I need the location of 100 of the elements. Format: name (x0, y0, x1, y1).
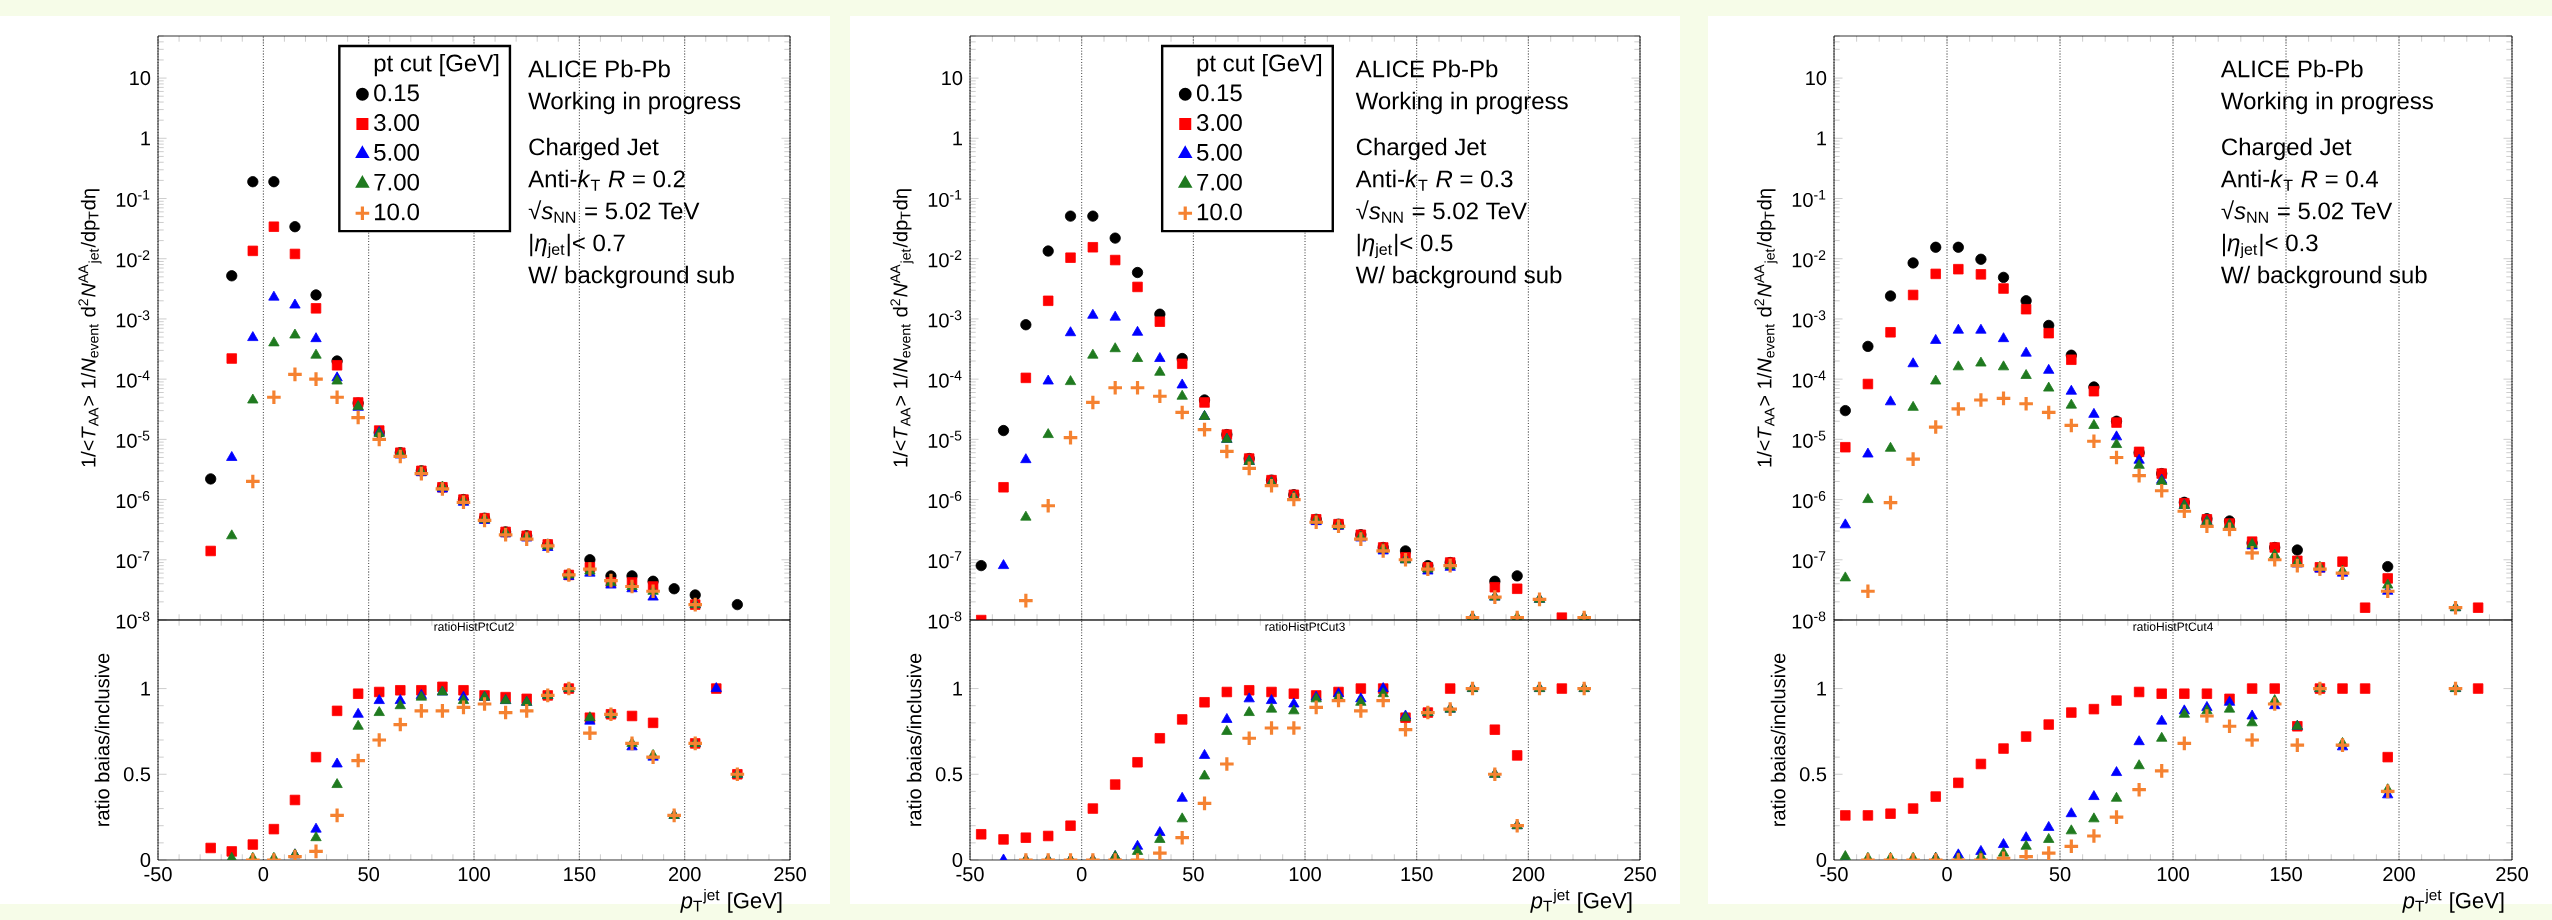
x-tick-label: 150 (564, 867, 596, 882)
y-tick-label: 0 (952, 852, 963, 868)
y-tick-label: 10$^{-6}$ (928, 490, 962, 509)
y-tick-label: 10$^{-6}$ (1792, 490, 1826, 509)
y-tick-label: 10$^{-2}$ (116, 250, 150, 268)
y-tick-label: 1 (141, 681, 150, 696)
y-tick-label: 0.5 (935, 767, 963, 782)
y-axis-title: ratio baias/inclusive (1770, 653, 1786, 826)
y-tick-label: 10$^{-4}$ (928, 370, 962, 388)
y-tick-label: 0 (140, 852, 151, 868)
annotation: ALICE Pb-Pb (1355, 59, 1498, 78)
x-tick-label: 150 (1401, 867, 1433, 882)
annotation: Working in progress (2220, 91, 2433, 115)
y-tick-label: 10$^{-4}$ (1792, 370, 1826, 388)
y-tick-label: 0.5 (123, 767, 151, 782)
chart-title: ratioHistPtCut4 (2133, 622, 2214, 631)
y-tick-label: 1 (141, 131, 150, 146)
legend-label: 7.00 (1197, 173, 1242, 191)
y-tick-label: 10$^{-1}$ (116, 189, 150, 208)
annotation: √s$_{NN}$ = 5.02 TeV (2221, 200, 2393, 223)
y-tick-label: 1 (953, 131, 962, 146)
x-tick-label: -50 (956, 867, 984, 882)
annotation: √s$_{NN}$ = 5.02 TeV (1356, 200, 1527, 223)
annotation: Anti-k$_{T}$ R = 0.4 (2220, 169, 2378, 191)
annotation: Working in progress (1355, 91, 1568, 115)
x-tick-label: 200 (669, 867, 701, 882)
x-tick-label: 200 (1512, 867, 1545, 882)
annotation: W/ background sub (1355, 265, 1562, 289)
x-tick-label: 200 (2383, 867, 2415, 882)
text: 1/<T$_{AA}$> 1/N$_{event}$ d$^{2}$N$^{AA}$$_{jet}$/dp$_{T}$dη (890, 189, 914, 467)
x-tick-label: 250 (2496, 867, 2528, 882)
chart-title: ratioHistPtCut2 (434, 622, 514, 631)
annotation: Working in progress (528, 91, 741, 115)
x-tick-label: 50 (2049, 867, 2071, 882)
y-tick-label: 0.5 (1799, 767, 1827, 782)
text: 1/<T$_{AA}$> 1/N$_{event}$ d$^{2}$N$^{AA}$$_{jet}$/dp$_{T}$dη (1754, 189, 1778, 467)
y-axis-title: ratio baias/inclusive (94, 653, 110, 826)
x-tick-label: -50 (144, 867, 172, 882)
annotation: Charged Jet (2222, 137, 2352, 161)
x-tick-label: 0 (1076, 867, 1087, 882)
y-tick-label: 10$^{-6}$ (116, 490, 150, 509)
y-tick-label: 10$^{-3}$ (1792, 310, 1826, 328)
y-tick-label: 10 (130, 71, 151, 86)
x-tick-label: 250 (774, 867, 806, 882)
y-tick-label: 10$^{-1}$ (1792, 189, 1826, 208)
y-tick-label: 10$^{-1}$ (928, 189, 962, 208)
legend-label: 5.00 (374, 143, 419, 161)
x-axis-title: p$_{T}$$^{jet}$ [GeV] (1530, 889, 1632, 913)
y-tick-label: 10 (942, 71, 963, 86)
y-tick-label: 10$^{-7}$ (116, 551, 150, 569)
x-tick-label: 250 (1624, 867, 1656, 882)
text: 1/<T$_{AA}$> 1/N$_{event}$ d$^{2}$N$^{AA}$$_{jet}$/dp$_{T}$dη (78, 189, 102, 467)
x-tick-label: 0 (258, 867, 269, 882)
chart-title: ratioHistPtCut3 (1265, 622, 1345, 631)
y-tick-label: 1 (953, 681, 962, 696)
y-tick-label: 10 (1806, 71, 1827, 86)
annotation: √s$_{NN}$ = 5.02 TeV (528, 200, 700, 223)
y-tick-label: 10$^{-3}$ (116, 310, 150, 328)
annotation: |η$_{jet}$|< 0.5 (1357, 233, 1453, 259)
annotation: ALICE Pb-Pb (528, 59, 670, 78)
x-tick-label: 50 (1183, 867, 1204, 882)
annotation: Charged Jet (1356, 137, 1487, 161)
annotation: |η$_{jet}$|< 0.3 (2223, 233, 2318, 259)
y-tick-label: 10$^{-3}$ (928, 310, 962, 328)
y-tick-label: 0 (1816, 852, 1827, 868)
legend-label: 5.00 (1197, 143, 1242, 161)
annotation: Charged Jet (529, 137, 659, 161)
y-tick-label: 10$^{-8}$ (116, 611, 150, 629)
x-axis-title: p$_{T}$$^{jet}$ [GeV] (2402, 889, 2504, 913)
legend-label: 3.00 (1196, 114, 1242, 132)
annotation: Anti-k$_{T}$ R = 0.2 (528, 169, 685, 191)
x-tick-label: 100 (458, 867, 490, 882)
legend-label: 3.00 (374, 114, 419, 132)
legend-title: pt cut [GeV] (374, 53, 499, 77)
annotation: |η$_{jet}$|< 0.7 (530, 233, 625, 259)
legend-label: 10.0 (375, 203, 419, 221)
y-tick-label: 10$^{-8}$ (1792, 611, 1826, 629)
legend-label: 0.15 (1196, 84, 1242, 102)
x-tick-label: 150 (2270, 867, 2302, 882)
y-tick-label: 10$^{-4}$ (116, 370, 150, 388)
y-tick-label: 10$^{-5}$ (928, 430, 962, 448)
x-tick-label: 0 (1942, 867, 1952, 882)
annotation: ALICE Pb-Pb (2220, 59, 2363, 78)
annotation: Anti-k$_{T}$ R = 0.3 (1355, 169, 1513, 191)
x-tick-label: 100 (1289, 867, 1321, 882)
legend-label: 10.0 (1197, 203, 1242, 221)
y-tick-label: 10$^{-2}$ (928, 250, 962, 268)
y-tick-label: 10$^{-7}$ (1792, 551, 1826, 569)
annotation: W/ background sub (2220, 265, 2427, 289)
y-tick-label: 1 (1817, 681, 1826, 696)
y-tick-label: 10$^{-8}$ (928, 611, 962, 629)
x-tick-label: 100 (2157, 867, 2189, 882)
x-axis-title: p$_{T}$$^{jet}$ [GeV] (680, 889, 782, 913)
y-tick-label: 10$^{-7}$ (928, 551, 962, 569)
y-axis-title: ratio baias/inclusive (906, 653, 922, 826)
legend-title: pt cut [GeV] (1197, 53, 1322, 77)
x-tick-label: -50 (1820, 867, 1848, 882)
y-tick-label: 1 (1817, 131, 1826, 146)
x-tick-label: 50 (358, 867, 380, 882)
legend-label: 0.15 (374, 84, 419, 102)
